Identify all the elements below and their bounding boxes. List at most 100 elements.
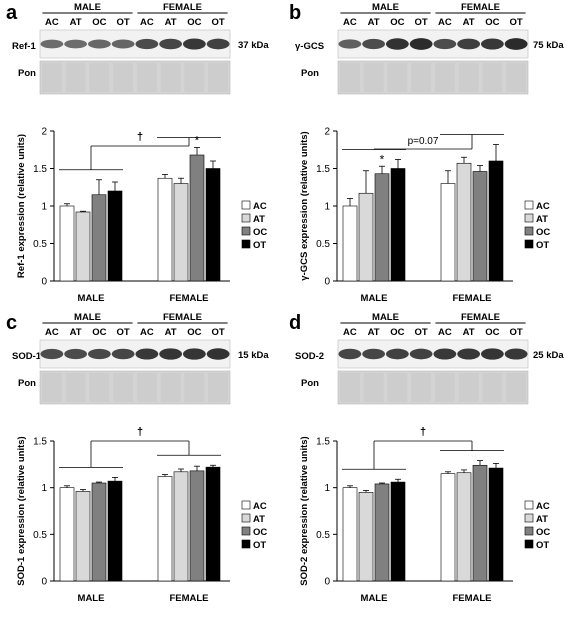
lane-label: OT — [117, 17, 130, 28]
legend-label: OT — [536, 540, 549, 551]
blot-band — [40, 39, 64, 49]
blot-band — [182, 348, 206, 360]
bar-oc-male — [374, 173, 390, 282]
pon-lane — [113, 63, 133, 92]
legend-swatch-ac — [241, 200, 251, 210]
legend-swatch-ot — [524, 239, 534, 249]
protein-label: SOD-2 — [295, 351, 324, 362]
y-tick-label: 0 — [324, 277, 330, 288]
bar-at-female — [456, 162, 472, 282]
legend-swatch-at — [524, 213, 534, 223]
pon-lane — [482, 373, 503, 402]
pon-lane — [482, 63, 503, 92]
lane-label: OC — [92, 327, 106, 338]
bar-oc-male — [91, 194, 107, 282]
blot-group-label: FEMALE — [163, 2, 202, 13]
y-tick-label: 0 — [41, 277, 47, 288]
lane-label: OT — [212, 17, 225, 28]
pon-lane — [184, 63, 205, 92]
pon-lane — [458, 373, 479, 402]
significance-dagger: † — [420, 426, 426, 438]
bar-ac-female — [440, 473, 456, 582]
bar-ac-female — [440, 183, 456, 282]
y-tick-label: 0.5 — [33, 239, 47, 250]
bar-ot-female — [205, 168, 221, 282]
bar-oc-female — [189, 154, 205, 282]
blot-band — [433, 38, 457, 50]
pon-lane — [137, 63, 157, 92]
protein-label: γ-GCS — [295, 41, 324, 52]
y-tick-label: 1 — [324, 483, 330, 494]
panel-d: d MALE FEMALE AC AT OC OT AC AT OC OT SOD-2 25 kDa Po… — [289, 312, 564, 604]
pon-lane — [411, 63, 431, 92]
significance-star: * — [195, 134, 200, 148]
lane-label: OC — [390, 327, 404, 338]
legend-swatch-at — [524, 513, 534, 523]
y-tick-label: 1 — [324, 202, 330, 213]
pon-lane — [363, 373, 384, 402]
panel-c: c MALE FEMALE AC AT OC OT AC AT OC OT SOD-1 15 kDa Po… — [6, 312, 269, 604]
y-tick-label: 0 — [41, 577, 47, 588]
y-axis-label: Ref-1 expression (relative units) — [16, 134, 27, 278]
legend-swatch-ot — [241, 539, 251, 549]
lane-label: AT — [70, 327, 82, 338]
blot-group-label: FEMALE — [163, 312, 202, 323]
x-category-label: MALE — [361, 593, 388, 604]
lane-label: AT — [368, 17, 380, 28]
protein-label: SOD-1 — [12, 351, 42, 362]
panel-letter: b — [289, 2, 301, 24]
lane-label: AT — [368, 327, 380, 338]
blot-band — [64, 348, 88, 360]
legend-swatch-oc — [524, 526, 534, 536]
pon-lane — [65, 63, 86, 92]
lane-label: AC — [140, 327, 154, 338]
blot-band — [409, 38, 433, 50]
blot-band — [385, 38, 409, 50]
legend-swatch-at — [241, 513, 251, 523]
x-category-label: FEMALE — [452, 293, 491, 304]
lane-label: AC — [45, 327, 59, 338]
blot-group-label: MALE — [74, 2, 101, 13]
pon-lane — [42, 373, 62, 402]
blot-band — [338, 348, 362, 360]
blot-band — [457, 38, 481, 50]
lane-label: OT — [415, 327, 428, 338]
blot-band — [504, 348, 528, 360]
blot-band — [206, 348, 230, 360]
x-category-label: FEMALE — [169, 293, 208, 304]
lane-label: OC — [390, 17, 404, 28]
y-tick-label: 1 — [41, 483, 47, 494]
pon-lane — [363, 63, 384, 92]
blot-band — [338, 39, 362, 49]
lane-label: AT — [463, 17, 475, 28]
legend-swatch-ac — [524, 500, 534, 510]
blot-band — [385, 348, 409, 360]
bar-ot-male — [107, 190, 123, 282]
bar-at-male — [75, 491, 91, 582]
lane-label: OC — [187, 327, 201, 338]
lane-label: AC — [343, 327, 357, 338]
legend-label: AC — [536, 201, 550, 212]
bar-oc-female — [189, 470, 205, 582]
y-tick-label: 0.5 — [33, 530, 47, 541]
y-tick-label: 1.5 — [33, 164, 47, 175]
blot-band — [206, 38, 230, 50]
pon-lane — [160, 373, 181, 402]
legend-label: AT — [253, 214, 265, 225]
pon-lane — [208, 373, 228, 402]
x-category-label: FEMALE — [169, 593, 208, 604]
bar-ot-female — [488, 467, 504, 582]
x-category-label: MALE — [361, 293, 388, 304]
kda-label: 75 kDa — [533, 40, 564, 51]
blot-group-label: MALE — [372, 2, 399, 13]
blot-band — [457, 348, 481, 360]
legend-swatch-at — [241, 213, 251, 223]
legend-label: OT — [253, 540, 266, 551]
y-tick-label: 0.5 — [316, 530, 330, 541]
y-tick-label: 1.5 — [33, 437, 47, 448]
lane-label: OT — [510, 17, 523, 28]
pon-lane — [435, 373, 455, 402]
x-category-label: FEMALE — [452, 593, 491, 604]
legend-swatch-oc — [241, 526, 251, 536]
